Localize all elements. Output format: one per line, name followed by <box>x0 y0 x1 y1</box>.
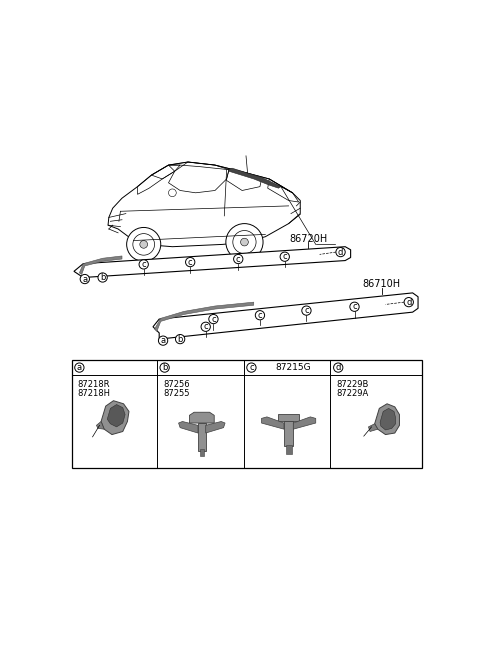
Polygon shape <box>153 293 418 339</box>
Circle shape <box>140 240 147 248</box>
Text: c: c <box>282 252 287 261</box>
Circle shape <box>186 258 195 267</box>
Polygon shape <box>155 302 254 331</box>
Bar <box>200 449 204 456</box>
Text: 86710H: 86710H <box>362 279 401 290</box>
Polygon shape <box>74 246 350 277</box>
Circle shape <box>80 275 89 284</box>
Circle shape <box>139 260 148 269</box>
Circle shape <box>98 273 107 282</box>
Text: 87256: 87256 <box>163 380 190 389</box>
Text: b: b <box>100 273 105 282</box>
Circle shape <box>158 336 168 346</box>
Circle shape <box>240 238 248 246</box>
Text: d: d <box>338 248 343 257</box>
Polygon shape <box>79 256 122 275</box>
Text: b: b <box>162 363 168 372</box>
Text: c: c <box>304 306 309 315</box>
Text: 87218R: 87218R <box>78 380 110 389</box>
Text: d: d <box>336 363 341 372</box>
Polygon shape <box>229 168 281 188</box>
Circle shape <box>350 302 359 311</box>
Text: 87218H: 87218H <box>78 388 111 397</box>
Circle shape <box>280 252 289 261</box>
Circle shape <box>75 363 84 373</box>
Text: c: c <box>249 363 254 372</box>
Circle shape <box>334 363 343 373</box>
Circle shape <box>234 254 243 263</box>
Circle shape <box>226 223 263 261</box>
Text: c: c <box>236 254 240 263</box>
Text: a: a <box>160 336 166 345</box>
Circle shape <box>209 315 218 324</box>
Text: 87229B: 87229B <box>336 380 369 389</box>
Text: 86720H: 86720H <box>289 234 327 244</box>
Polygon shape <box>107 405 125 427</box>
Polygon shape <box>190 412 214 423</box>
Text: 87255: 87255 <box>163 388 190 397</box>
Text: 87229A: 87229A <box>336 388 369 397</box>
Text: c: c <box>352 302 357 311</box>
Text: b: b <box>178 334 183 344</box>
Polygon shape <box>262 417 284 429</box>
Circle shape <box>247 363 256 373</box>
Circle shape <box>404 298 413 307</box>
Circle shape <box>160 363 169 373</box>
Circle shape <box>176 334 185 344</box>
Polygon shape <box>380 409 396 430</box>
Text: d: d <box>406 298 411 307</box>
Polygon shape <box>101 401 129 434</box>
Polygon shape <box>179 422 198 433</box>
Circle shape <box>201 322 210 331</box>
Text: c: c <box>142 260 146 269</box>
Circle shape <box>336 248 345 257</box>
Polygon shape <box>293 417 316 429</box>
Circle shape <box>302 306 311 315</box>
Text: c: c <box>211 315 216 324</box>
Bar <box>286 445 292 454</box>
Text: c: c <box>188 258 192 267</box>
Text: 87215G: 87215G <box>276 363 311 372</box>
Text: a: a <box>82 275 87 284</box>
Bar <box>72 360 422 468</box>
Polygon shape <box>369 424 378 432</box>
Circle shape <box>127 227 161 261</box>
Text: c: c <box>204 323 208 331</box>
Polygon shape <box>198 423 206 451</box>
Polygon shape <box>206 422 225 433</box>
Polygon shape <box>278 414 300 422</box>
Polygon shape <box>284 422 293 446</box>
Circle shape <box>255 311 264 320</box>
Text: c: c <box>258 311 262 320</box>
Text: a: a <box>77 363 82 372</box>
Polygon shape <box>375 404 399 434</box>
Polygon shape <box>96 422 104 429</box>
